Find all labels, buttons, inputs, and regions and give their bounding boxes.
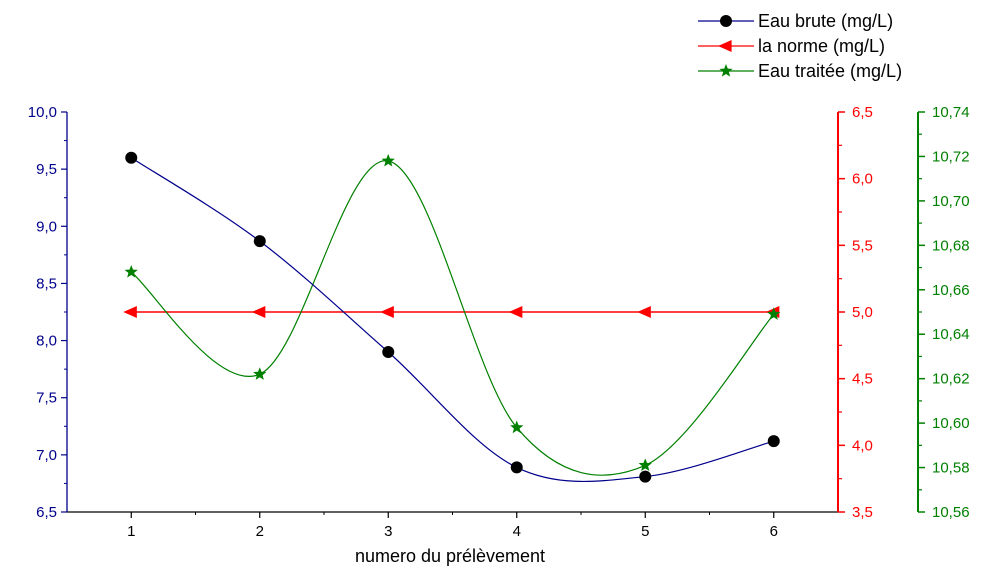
y-left-tick-label: 9,5 [36, 161, 57, 178]
x-tick-label: 4 [513, 523, 521, 540]
y-left-tick-label: 9,0 [36, 218, 57, 235]
data-point-eau-traitee [638, 458, 652, 471]
y-axis-right: 10,56 10,58 10,60 10,62 10,64 10,66 10,68 10,70… [917, 104, 970, 521]
series-line [130, 160, 775, 476]
x-tick-label: 3 [384, 523, 392, 540]
y-middle-tick-label: 3,5 [852, 504, 873, 521]
legend-label: Eau brute (mg/L) [758, 11, 893, 31]
y-right-tick-label: 10,72 [932, 148, 970, 165]
series-line [130, 157, 774, 483]
y-middle-tick-label: 6,5 [852, 104, 873, 121]
y-axis-middle: 3,5 4,0 4,5 5,0 5,5 6,0 6,5 [837, 104, 873, 521]
legend-marker [718, 40, 732, 52]
data-point-eau-traitee [253, 367, 267, 380]
data-point-eau-brute [767, 435, 780, 448]
y-left-tick-label: 8,0 [36, 333, 57, 350]
y-right-tick-label: 10,74 [932, 104, 970, 121]
y-right-tick-label: 10,56 [932, 504, 970, 521]
data-point-la-norme [123, 306, 137, 318]
data-point-eau-brute [510, 461, 523, 474]
y-axis-left: 6,5 7,0 7,5 8,0 8,5 9,0 9,5 10,0 [28, 104, 68, 521]
data-point-eau-traitee [767, 307, 781, 320]
data-point-eau-brute [125, 151, 138, 164]
y-middle-tick-label: 4,5 [852, 371, 873, 388]
legend-marker [719, 64, 733, 77]
y-right-tick-label: 10,66 [932, 282, 970, 299]
y-middle-tick-label: 5,5 [852, 237, 873, 254]
data-point-eau-brute [382, 346, 395, 358]
legend-label: Eau traitée (mg/L) [758, 61, 902, 81]
data-point-eau-traitee [381, 153, 395, 167]
y-left-tick-label: 7,0 [36, 447, 57, 464]
y-right-tick-label: 10,62 [932, 371, 970, 388]
y-middle-tick-label: 6,0 [852, 171, 873, 188]
y-left-tick-label: 10,0 [28, 104, 57, 121]
legend-marker [720, 15, 732, 27]
x-axis-title: numero du prélèvement [355, 546, 545, 566]
data-point-eau-brute [253, 235, 266, 248]
data-point-eau-brute [639, 470, 652, 483]
y-right-tick-label: 10,70 [932, 193, 970, 210]
y-middle-tick-label: 5,0 [852, 304, 873, 321]
data-point-eau-traitee [124, 265, 138, 278]
legend: Eau brute (mg/L) la norme (mg/L) Eau trait… [698, 11, 902, 81]
y-left-tick-label: 8,5 [36, 275, 57, 292]
data-point-la-norme [251, 306, 266, 318]
x-tick-label: 2 [256, 523, 264, 540]
legend-label: la norme (mg/L) [758, 36, 885, 56]
y-middle-tick-label: 4,0 [852, 437, 873, 454]
x-tick-label: 1 [127, 523, 135, 540]
data-point-la-norme [380, 306, 394, 318]
x-tick-label: 6 [770, 523, 778, 540]
x-axis: 1 2 3 4 5 6 [127, 512, 778, 540]
data-point-la-norme [508, 306, 523, 318]
y-right-tick-label: 10,58 [932, 460, 970, 477]
x-tick-label: 5 [641, 523, 649, 540]
series-layer [123, 151, 781, 483]
y-right-tick-label: 10,68 [932, 237, 970, 254]
y-left-tick-label: 6,5 [36, 504, 57, 521]
y-right-tick-label: 10,64 [932, 326, 970, 343]
data-point-eau-traitee [510, 420, 524, 434]
y-left-tick-label: 7,5 [36, 390, 57, 407]
data-point-la-norme [637, 306, 651, 318]
y-right-tick-label: 10,60 [932, 415, 970, 432]
